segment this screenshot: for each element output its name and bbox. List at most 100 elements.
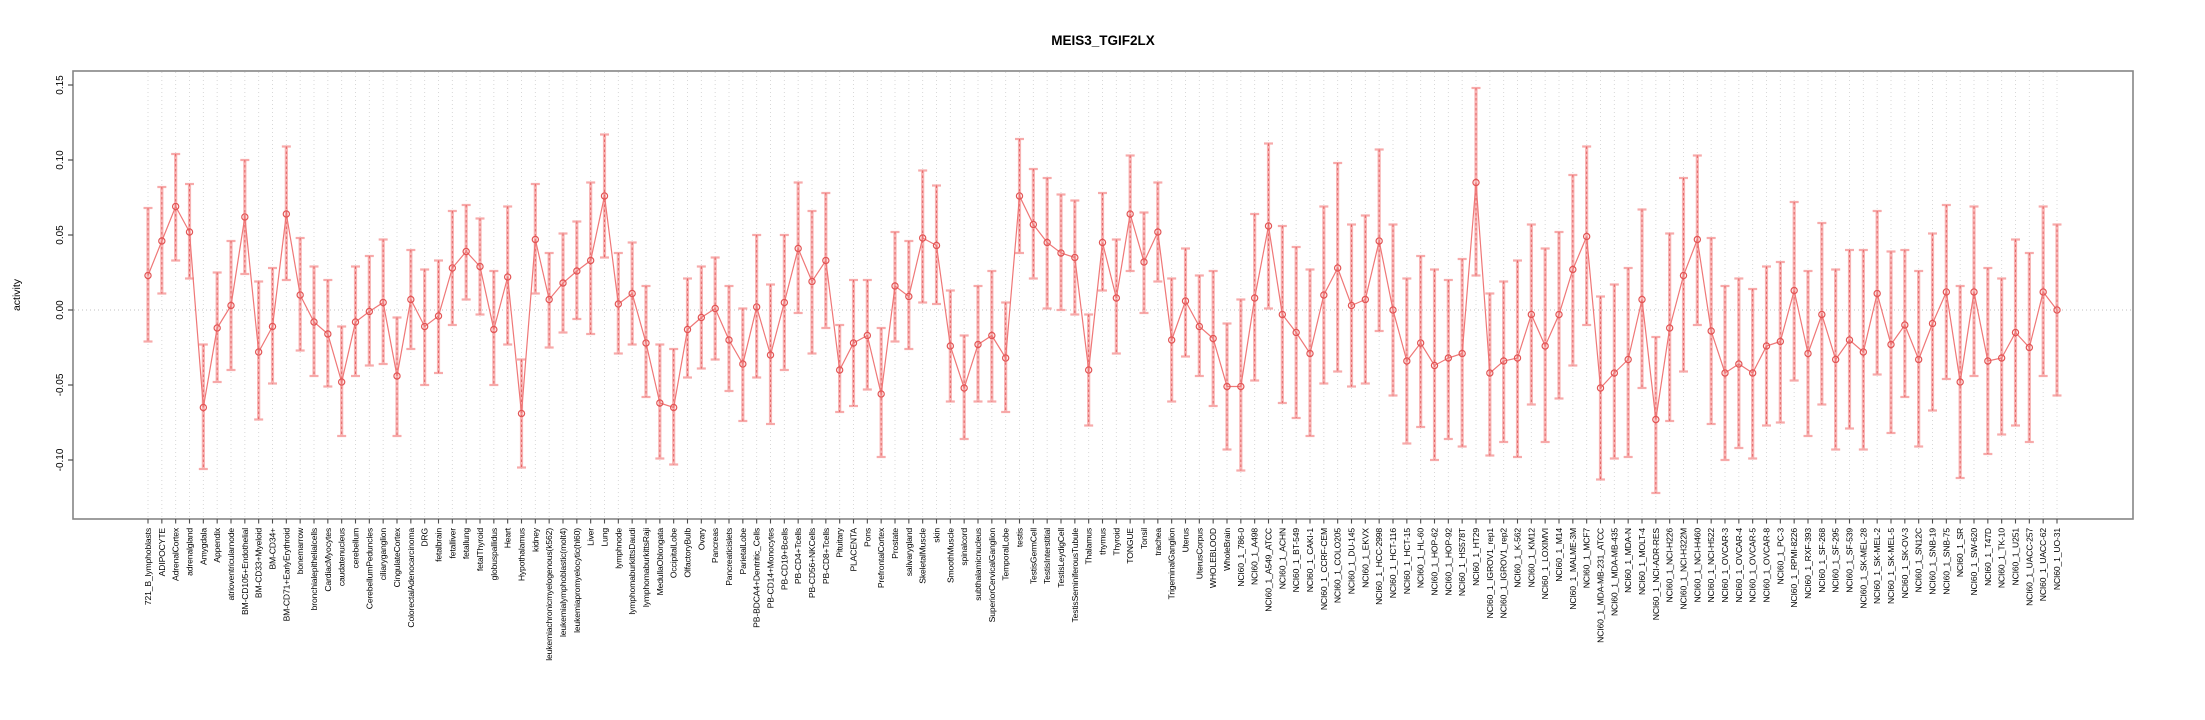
x-axis-tick-label: ADIPOCYTE xyxy=(157,528,167,577)
data-point xyxy=(1721,369,1729,377)
x-axis-tick-label: NCI60_1_HOP-62 xyxy=(1430,528,1440,596)
error-bar xyxy=(918,169,928,304)
data-point xyxy=(337,378,346,386)
data-point xyxy=(1679,271,1688,280)
x-axis: 721_B_lymphoblasts ADIPOCYTE AdrenalCortex… xyxy=(143,519,2062,661)
x-axis-tick-label: Lung xyxy=(600,528,610,547)
x-axis-tick-label: NCI60_1_CAKI-1 xyxy=(1305,528,1315,593)
data-point xyxy=(863,331,872,340)
data-point xyxy=(2025,343,2034,352)
data-point xyxy=(1970,288,1978,296)
data-point xyxy=(531,235,540,244)
data-point xyxy=(1831,355,1840,364)
data-point xyxy=(918,234,927,242)
data-point xyxy=(2053,306,2061,314)
data-point xyxy=(185,228,194,236)
x-axis-tick-label: WHOLEBLOOD xyxy=(1208,528,1218,588)
data-point xyxy=(1430,361,1439,370)
data-point xyxy=(656,399,664,407)
x-axis-tick-label: NCI60_1_HT29 xyxy=(1471,528,1481,586)
data-point xyxy=(254,348,263,356)
x-axis-tick-label: trachea xyxy=(1153,528,1163,556)
x-axis-tick-label: DRG xyxy=(420,528,430,547)
x-axis-tick-label: NCI60_1_ACHN xyxy=(1277,528,1287,589)
data-point xyxy=(1347,301,1356,310)
x-axis-tick-label: NCI60_1_SK-MEL-2 xyxy=(1872,528,1882,604)
x-axis-tick-label: Pancreas xyxy=(710,528,720,563)
x-axis-tick-label: NCI60_1_HCT-116 xyxy=(1388,528,1398,599)
data-point xyxy=(960,384,968,392)
chart-title: MEIS3_TGIF2LX xyxy=(1051,33,1155,48)
data-point xyxy=(324,330,332,338)
data-points xyxy=(144,178,2061,424)
data-point xyxy=(1195,322,1204,331)
x-axis-tick-label: OlfactoryBulb xyxy=(683,528,693,578)
x-axis-tick-label: NCI60_1_NCI-H460 xyxy=(1692,528,1702,603)
x-axis-tick-label: fetalbrain xyxy=(434,528,444,562)
error-bar xyxy=(1872,209,1882,376)
x-axis-tick-label: Heart xyxy=(503,527,513,548)
data-point xyxy=(808,277,816,286)
x-axis-tick-label: NCI60_1_IGROV1_rep1 xyxy=(1485,528,1495,619)
x-axis-tick-label: NCI60_1_NCI-H322M xyxy=(1679,528,1689,610)
data-point xyxy=(1859,348,1868,356)
data-point xyxy=(739,360,747,368)
x-axis-tick-label: SmoothMuscle xyxy=(945,528,955,583)
data-point xyxy=(1541,342,1549,350)
data-point xyxy=(573,267,581,275)
x-axis-tick-label: NCI60_1_SF-539 xyxy=(1845,528,1855,593)
x-axis-tick-label: salivarygland xyxy=(904,528,914,577)
x-axis-tick-label: PB-CD56+NKCells xyxy=(807,528,817,598)
data-point xyxy=(752,303,761,311)
x-axis-tick-label: NCI60_1_TK-10 xyxy=(1997,528,2007,589)
y-axis-tick-label: -0.05 xyxy=(55,373,66,396)
data-point xyxy=(725,336,733,344)
x-axis-tick-label: NCI60_1_U251 xyxy=(2011,528,2021,586)
data-point xyxy=(1333,264,1342,272)
x-axis-tick-label: PB-CD14+Monocytes xyxy=(766,528,776,608)
x-axis-tick-label: OccipitalLobe xyxy=(669,528,679,578)
error-bar xyxy=(392,316,402,438)
data-point xyxy=(1375,237,1383,245)
data-point xyxy=(1665,324,1674,332)
y-axis-title: activity xyxy=(11,278,23,311)
x-axis-tick-label: NCI60_1_MOLT-4 xyxy=(1637,528,1647,595)
data-point xyxy=(780,298,789,307)
error-bar xyxy=(932,184,941,306)
x-axis-tick-label: NCI60_1_SF-268 xyxy=(1817,528,1827,593)
x-axis-tick-label: NCI60_1_UACC-62 xyxy=(2038,528,2048,602)
data-point xyxy=(1223,382,1231,391)
error-bar xyxy=(1513,259,1522,459)
x-axis-tick-label: Pons xyxy=(862,528,872,547)
data-point xyxy=(877,390,885,398)
data-point xyxy=(1748,369,1757,377)
x-axis-tick-label: NCI60_1_HOP-92 xyxy=(1443,528,1453,596)
data-point xyxy=(891,282,899,290)
data-point xyxy=(988,331,996,340)
data-point xyxy=(711,304,719,313)
data-point xyxy=(1250,294,1259,302)
x-axis-tick-label: Thyroid xyxy=(1111,528,1121,556)
x-axis-tick-label: NCI60_1_SN12C xyxy=(1914,528,1924,592)
data-point xyxy=(490,325,498,334)
data-point xyxy=(1984,357,1992,365)
x-axis-tick-label: NCI60_1_KM12 xyxy=(1526,528,1536,588)
x-axis-tick-label: PLACENTA xyxy=(849,528,859,572)
x-axis-tick-label: NCI60_1_COLO205 xyxy=(1333,528,1343,604)
x-axis-tick-label: PrefrontalCortex xyxy=(876,527,886,588)
x-axis-tick-label: TestisGermCell xyxy=(1028,528,1038,584)
error-bar xyxy=(1125,154,1135,273)
data-point xyxy=(1928,319,1937,328)
data-point xyxy=(1112,294,1121,302)
error-bar xyxy=(1775,260,1785,424)
x-axis-tick-label: CingulateCortex xyxy=(392,527,402,587)
data-point xyxy=(1790,286,1798,295)
x-axis-tick-label: NCI60_1_OVCAR-3 xyxy=(1720,528,1730,603)
x-axis-tick-label: PB-BDCA4+Dentritic_Cells xyxy=(752,528,762,628)
error-bar xyxy=(1374,148,1384,333)
x-axis-tick-label: NCI60_1_DU-145 xyxy=(1347,528,1357,595)
x-axis-tick-label: NCI60_1_NCI-H226 xyxy=(1665,528,1675,603)
data-point xyxy=(1458,349,1466,358)
data-point xyxy=(1084,366,1093,374)
data-point xyxy=(1264,222,1273,230)
